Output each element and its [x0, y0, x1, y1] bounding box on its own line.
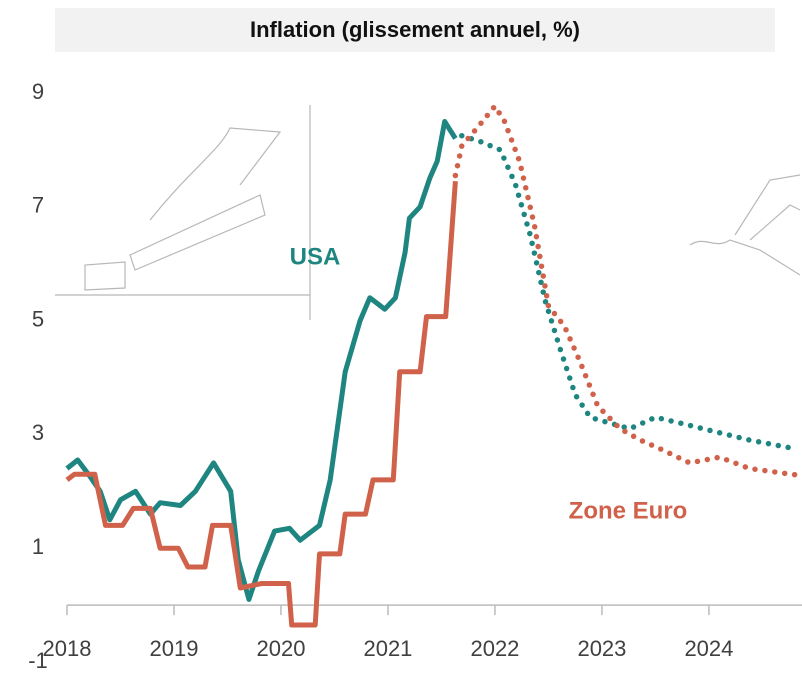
- series-label: USA: [290, 243, 341, 270]
- sketch-left: [55, 105, 310, 320]
- y-tick-label: 5: [32, 306, 44, 331]
- x-tick-label: 2020: [256, 636, 305, 661]
- y-tick-label: 3: [32, 420, 44, 445]
- chart: Inflation (glissement annuel, %) USA Zon…: [0, 0, 802, 674]
- x-tick-label: 2022: [470, 636, 519, 661]
- x-tick-label: 2023: [577, 636, 626, 661]
- y-tick-label: 1: [32, 534, 44, 559]
- page: Inflation (glissement annuel, %) USA Zon…: [0, 0, 802, 674]
- series-label: Zone Euro: [569, 497, 688, 524]
- y-tick-label: 7: [32, 193, 44, 218]
- x-tick-label: 2019: [150, 636, 199, 661]
- x-tick-label: 2018: [43, 636, 92, 661]
- sketch-right: [690, 175, 800, 275]
- x-tick-label: 2021: [363, 636, 412, 661]
- x-tick-label: 2024: [684, 636, 733, 661]
- y-tick-label: 9: [32, 79, 44, 104]
- line-forecast: [462, 136, 795, 449]
- line-forecast: [455, 106, 800, 475]
- line-actual: [67, 122, 455, 600]
- chart-title: Inflation (glissement annuel, %): [250, 17, 580, 42]
